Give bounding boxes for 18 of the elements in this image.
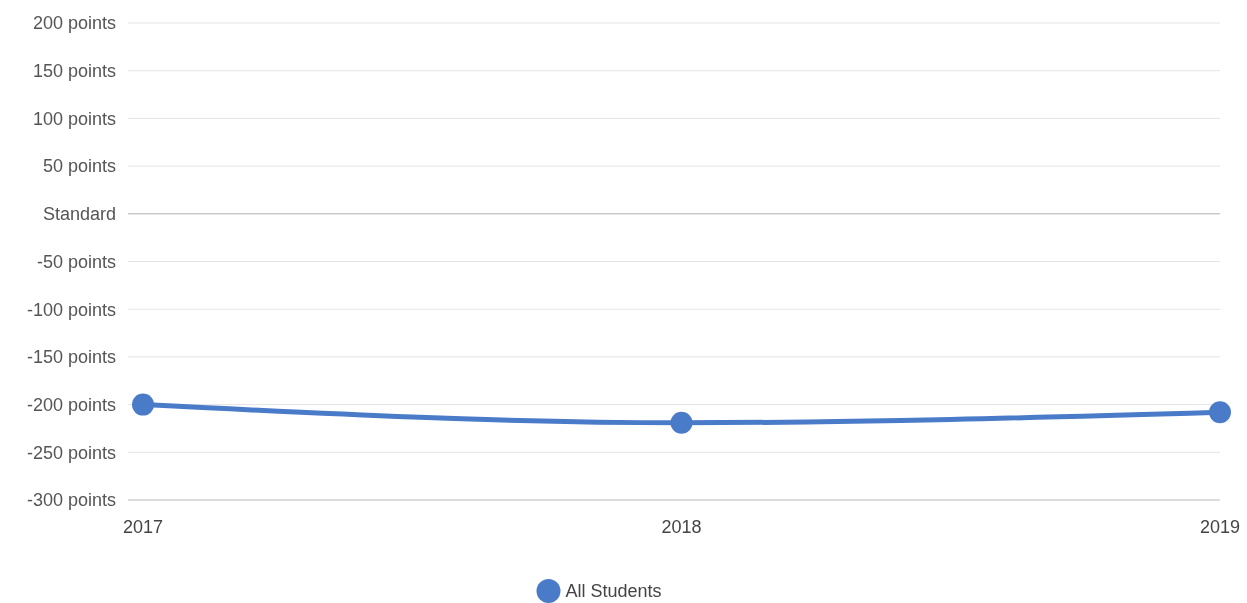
y-tick-label: -150 points [26,347,116,368]
x-tick-label: 2017 [122,517,164,537]
point [1209,401,1231,424]
y-tick-label: -300 points [26,490,116,511]
y-tick-label: 150 points [32,61,116,81]
x-tick-label: 2019 [1199,517,1241,537]
y-tick-label: -50 points [36,251,116,272]
x-tick-label: 2018 [661,517,702,537]
legend-label: All Students [565,581,662,602]
point [132,393,154,416]
point [670,411,693,434]
y-tick-label: -200 points [26,394,116,415]
y-tick-label: 50 points [42,156,116,177]
y-tick-label: 100 points [32,108,116,129]
y-tick-label: Standard [42,204,116,225]
y-tick-label: -100 points [26,299,116,320]
y-tick-label: -250 points [26,442,116,463]
y-tick-label: 200 points [32,13,116,34]
